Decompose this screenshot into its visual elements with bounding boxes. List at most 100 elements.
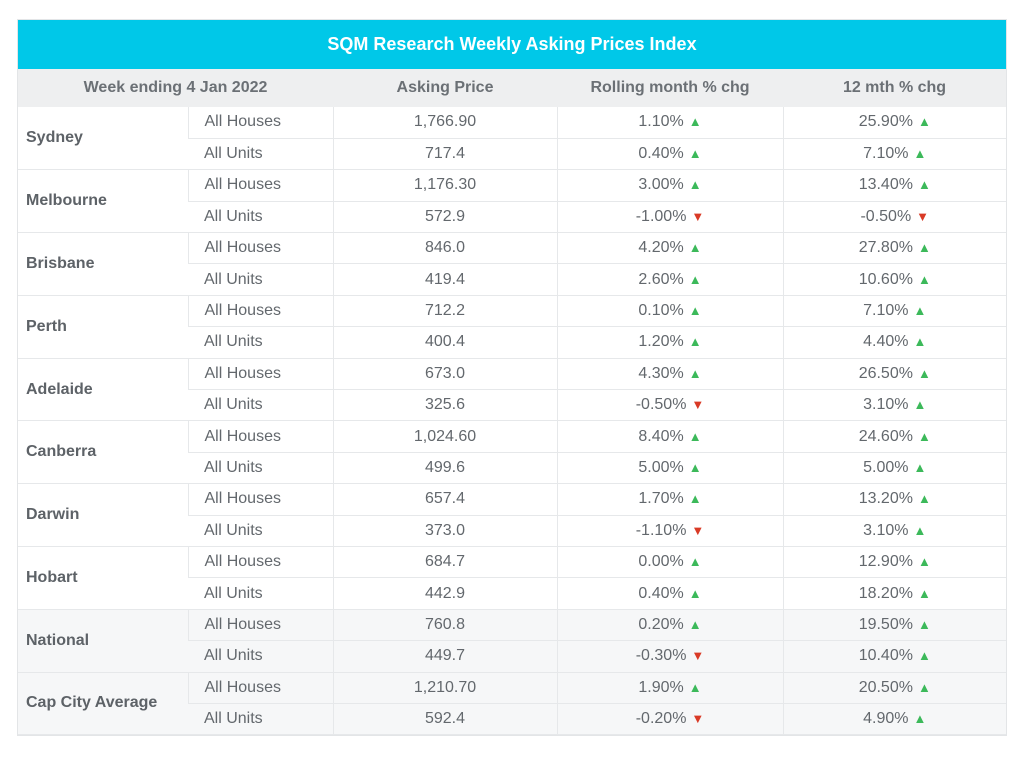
property-type: All Units	[188, 138, 334, 171]
12-month-change-cell: 25.90% ▲	[782, 107, 1007, 139]
12-month-change-value: -0.50%	[860, 207, 912, 225]
asking-price-value: 846.0	[332, 232, 558, 265]
rolling-month-change-value: -0.20%	[635, 710, 687, 728]
table-row: Darwin All Houses 657.4 1.70% ▲ 13.20% ▲	[18, 483, 1007, 547]
12-month-change-cell: 5.00% ▲	[782, 452, 1007, 485]
12-month-change-value: 13.40%	[858, 176, 913, 194]
triangle-up-icon: ▲	[917, 177, 931, 193]
property-type: All Units	[188, 452, 334, 485]
asking-price-value: 760.8	[332, 609, 558, 642]
12-month-change-value: 18.20%	[858, 584, 913, 602]
table-title: SQM Research Weekly Asking Prices Index	[18, 20, 1006, 69]
rolling-month-change-value: 1.20%	[638, 333, 684, 351]
12-month-change-value: 24.60%	[858, 427, 913, 445]
asking-prices-table-card: SQM Research Weekly Asking Prices Index …	[17, 19, 1007, 737]
table-row: Brisbane All Houses 846.0 4.20% ▲ 27.80% ▲	[18, 232, 1007, 296]
rolling-month-change-cell: 1.70% ▲	[556, 483, 784, 516]
table-row: All Units 373.0 -1.10% ▼ 3.10% ▲	[18, 515, 1007, 547]
12-month-change-cell: 26.50% ▲	[782, 358, 1007, 391]
rolling-month-change-cell: -0.50% ▼	[556, 389, 784, 422]
asking-price-value: 1,176.30	[332, 169, 558, 202]
table-row: Sydney All Houses 1,766.90 1.10% ▲ 25.90% ▲	[18, 107, 1007, 171]
12-month-change-value: 4.90%	[863, 710, 909, 728]
12-month-change-value: 3.10%	[863, 521, 909, 539]
table-row: All Units 325.6 -0.50% ▼ 3.10% ▲	[18, 389, 1007, 422]
city-name: Sydney	[18, 107, 188, 171]
rolling-month-change-value: -0.30%	[635, 647, 687, 665]
12-month-change-value: 4.40%	[863, 333, 909, 351]
asking-price-value: 657.4	[332, 483, 558, 516]
triangle-up-icon: ▲	[688, 334, 702, 350]
table-row: All Units 419.4 2.60% ▲ 10.60% ▲	[18, 263, 1007, 296]
asking-price-value: 717.4	[332, 138, 558, 171]
table-row: All Units 449.7 -0.30% ▼ 10.40% ▲	[18, 640, 1007, 673]
rolling-month-change-value: -0.50%	[635, 396, 687, 414]
city-name: National	[18, 609, 188, 673]
12-month-change-value: 13.20%	[858, 490, 913, 508]
city-name: Hobart	[18, 546, 188, 610]
12-month-change-cell: 19.50% ▲	[782, 609, 1007, 642]
asking-price-value: 325.6	[332, 389, 558, 422]
rolling-month-change-cell: -1.00% ▼	[556, 201, 784, 234]
property-type: All Units	[188, 326, 334, 359]
table-row: Perth All Houses 712.2 0.10% ▲ 7.10% ▲	[18, 295, 1007, 359]
12-month-change-value: 5.00%	[863, 458, 909, 476]
rolling-month-change-cell: 1.10% ▲	[556, 107, 784, 139]
12-month-change-cell: 10.60% ▲	[782, 263, 1007, 296]
table-row: All Units 572.9 -1.00% ▼ -0.50% ▼	[18, 201, 1007, 234]
city-name: Darwin	[18, 483, 188, 547]
12-month-change-value: 10.40%	[858, 647, 913, 665]
12-month-change-cell: 7.10% ▲	[782, 295, 1007, 328]
rolling-month-change-cell: -0.30% ▼	[556, 640, 784, 673]
city-name: Brisbane	[18, 232, 188, 296]
12-month-change-value: 26.50%	[858, 364, 913, 382]
triangle-up-icon: ▲	[688, 428, 702, 444]
12-month-change-cell: 7.10% ▲	[782, 138, 1007, 171]
header-week-ending: Week ending 4 Jan 2022	[18, 69, 334, 107]
triangle-up-icon: ▲	[917, 616, 931, 632]
rolling-month-change-value: 1.10%	[638, 113, 684, 131]
triangle-up-icon: ▲	[917, 491, 931, 507]
asking-prices-table: Week ending 4 Jan 2022 Asking Price Roll…	[18, 69, 1007, 736]
table-row: All Units 442.9 0.40% ▲ 18.20% ▲	[18, 577, 1007, 610]
table-body: Sydney All Houses 1,766.90 1.10% ▲ 25.90% ▲ All…	[18, 107, 1007, 736]
triangle-up-icon: ▲	[913, 522, 927, 538]
triangle-down-icon: ▼	[691, 648, 705, 664]
triangle-up-icon: ▲	[688, 679, 702, 695]
property-type: All Houses	[187, 672, 334, 704]
asking-price-value: 400.4	[332, 326, 558, 359]
triangle-down-icon: ▼	[916, 208, 930, 224]
triangle-up-icon: ▲	[688, 491, 702, 507]
asking-price-value: 373.0	[332, 515, 558, 547]
asking-price-value: 419.4	[332, 263, 558, 296]
table-row: Adelaide All Houses 673.0 4.30% ▲ 26.50% ▲	[18, 358, 1007, 422]
12-month-change-value: 3.10%	[863, 396, 909, 414]
asking-price-value: 712.2	[332, 295, 558, 328]
12-month-change-value: 20.50%	[858, 678, 913, 696]
property-type: All Houses	[187, 483, 334, 516]
triangle-up-icon: ▲	[913, 146, 927, 162]
rolling-month-change-cell: 0.40% ▲	[556, 577, 784, 610]
rolling-month-change-value: 2.60%	[638, 270, 684, 288]
rolling-month-change-cell: 5.00% ▲	[556, 452, 784, 485]
header-12-month-change: 12 mth % chg	[783, 69, 1007, 107]
rolling-month-change-cell: 0.10% ▲	[556, 295, 784, 328]
12-month-change-cell: 10.40% ▲	[782, 640, 1007, 673]
rolling-month-change-value: 0.00%	[638, 553, 684, 571]
12-month-change-cell: 3.10% ▲	[782, 515, 1007, 547]
rolling-month-change-value: 0.10%	[638, 302, 684, 320]
table-row: Cap City Average All Houses 1,210.70 1.90% ▲…	[18, 672, 1007, 736]
city-name: Melbourne	[18, 169, 188, 234]
12-month-change-value: 7.10%	[863, 145, 909, 163]
triangle-up-icon: ▲	[917, 365, 931, 381]
property-type: All Units	[188, 263, 334, 296]
triangle-up-icon: ▲	[688, 554, 702, 570]
triangle-up-icon: ▲	[917, 554, 931, 570]
table-row: National All Houses 760.8 0.20% ▲ 19.50% ▲	[18, 609, 1007, 673]
table-row: All Units 717.4 0.40% ▲ 7.10% ▲	[18, 138, 1007, 171]
triangle-up-icon: ▲	[688, 459, 702, 475]
triangle-up-icon: ▲	[688, 616, 702, 632]
triangle-up-icon: ▲	[913, 334, 927, 350]
property-type: All Houses	[187, 295, 334, 328]
triangle-up-icon: ▲	[688, 303, 702, 319]
